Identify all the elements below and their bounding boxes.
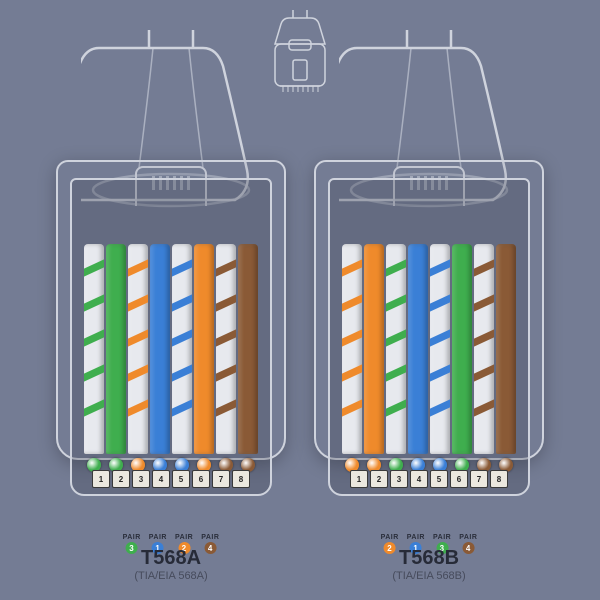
connector-t568b: 12345678 PAIR2PAIR1PAIR3PAIR4 — [314, 30, 544, 510]
title-a: T568A — [56, 547, 286, 570]
wire — [172, 244, 192, 454]
wire — [452, 244, 472, 454]
pin-6: 6 — [192, 470, 210, 488]
pin-3: 3 — [132, 470, 150, 488]
wire — [128, 244, 148, 454]
pin-4: 4 — [410, 470, 428, 488]
diagram-root: 12345678 PAIR3PAIR1PAIR2PAIR4 12345678 P… — [0, 0, 600, 600]
plug-inner-b: 12345678 — [328, 178, 530, 496]
pin-8: 8 — [490, 470, 508, 488]
wire — [430, 244, 450, 454]
plug-inner-a: 12345678 — [70, 178, 272, 496]
wire — [474, 244, 494, 454]
wires-b — [330, 244, 528, 454]
wire — [84, 244, 104, 454]
wire — [408, 244, 428, 454]
wires-a — [72, 244, 270, 454]
wire — [150, 244, 170, 454]
title-b: T568B — [314, 547, 544, 570]
subtitle-b: (TIA/EIA 568B) — [314, 570, 544, 582]
wire — [216, 244, 236, 454]
wire — [496, 244, 516, 454]
pin-3: 3 — [390, 470, 408, 488]
caption-a: T568A (TIA/EIA 568A) — [56, 547, 286, 582]
pin-8: 8 — [232, 470, 250, 488]
pin-row-a: 12345678 — [92, 470, 250, 488]
pin-1: 1 — [92, 470, 110, 488]
connector-t568a: 12345678 PAIR3PAIR1PAIR2PAIR4 — [56, 30, 286, 510]
caption-b: T568B (TIA/EIA 568B) — [314, 547, 544, 582]
pin-1: 1 — [350, 470, 368, 488]
wire — [364, 244, 384, 454]
wire — [106, 244, 126, 454]
pin-2: 2 — [112, 470, 130, 488]
pin-row-b: 12345678 — [350, 470, 508, 488]
pin-7: 7 — [470, 470, 488, 488]
pin-6: 6 — [450, 470, 468, 488]
pin-5: 5 — [430, 470, 448, 488]
pin-7: 7 — [212, 470, 230, 488]
pin-5: 5 — [172, 470, 190, 488]
subtitle-a: (TIA/EIA 568A) — [56, 570, 286, 582]
pin-2: 2 — [370, 470, 388, 488]
wire — [238, 244, 258, 454]
wire — [194, 244, 214, 454]
wire — [342, 244, 362, 454]
pin-4: 4 — [152, 470, 170, 488]
wire — [386, 244, 406, 454]
